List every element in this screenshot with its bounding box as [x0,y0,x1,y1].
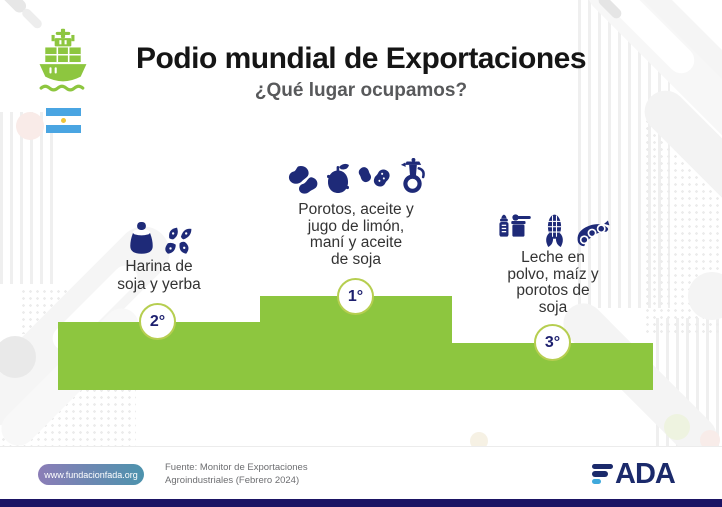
oil-jug-icon [400,158,425,193]
page-subtitle: ¿Qué lugar ocupamos? [254,80,468,101]
soybean-pod-icon [577,220,610,247]
cargo-ship-icon [38,28,88,94]
bg-circle [16,112,44,140]
bg-circle [92,104,124,136]
bg-circle [0,336,36,378]
yerba-leaves-icon [165,227,192,254]
first-place-label: Porotos, aceite y jugo de limón, maní y … [298,201,414,268]
first-place-icons [256,155,456,195]
sun-icon [60,118,66,124]
website-pill[interactable]: www.fundacionfada.org [38,464,144,485]
third-place-icons [452,207,654,249]
peanut-icon [358,167,390,187]
argentina-flag-icon [46,108,81,133]
bg-circle [664,414,690,440]
rank-badge-third: 3° [534,324,571,361]
bg-circle [688,272,722,320]
milk-powder-icon [499,214,531,237]
fada-logo-f-icon [592,463,613,485]
bg-diagonal-dash [20,6,44,31]
rank-badge-first: 1° [337,278,374,315]
footer: www.fundacionfada.org Fuente: Monitor de… [0,446,722,500]
bg-stripes-pattern [0,112,58,284]
beans-icon [288,166,317,194]
fada-logo: ADA [592,458,676,490]
second-place-label: Harina de soja y yerba [117,258,201,293]
page-title: Podio mundial de Exportaciones [135,42,587,75]
bottom-navy-bar [0,499,722,507]
second-place-icons [58,219,260,255]
fada-logo-text: ADA [615,458,676,490]
corn-icon [546,214,563,247]
lemon-icon [326,163,349,193]
bg-circle [470,432,488,450]
website-url: www.fundacionfada.org [44,469,138,480]
rank-badge-second: 2° [139,303,176,340]
bg-circle [700,430,720,450]
flour-sack-icon [130,221,153,254]
source-text: Fuente: Monitor de Exportaciones Agroind… [165,462,308,486]
third-place-label: Leche en polvo, maíz y porotos de soja [507,249,599,316]
